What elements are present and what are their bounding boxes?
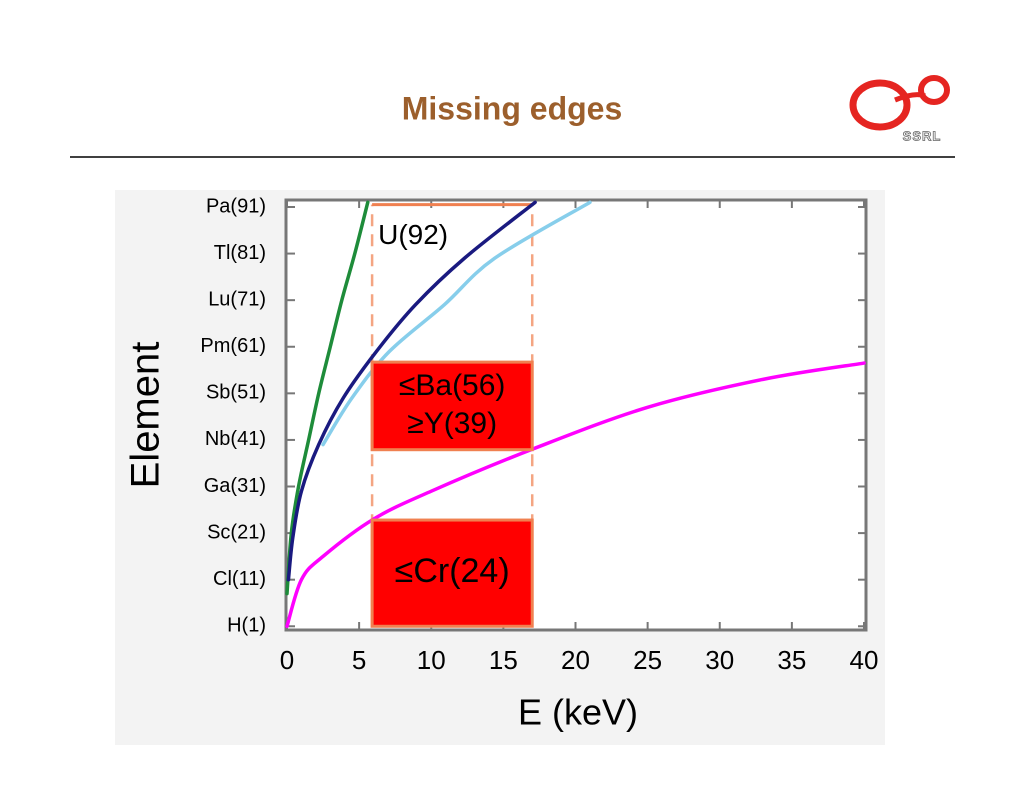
x-tick-label: 10 <box>417 645 446 675</box>
y-tick-label: Pm(61) <box>200 335 266 357</box>
x-tick-label: 25 <box>633 645 662 675</box>
x-tick-label: 30 <box>705 645 734 675</box>
y-tick-label: Tl(81) <box>214 242 266 264</box>
x-tick-label: 5 <box>352 645 366 675</box>
series-line <box>321 200 592 447</box>
slide-title: Missing edges <box>402 90 623 126</box>
x-tick-label: 0 <box>280 645 294 675</box>
y-axis-label: Element <box>124 342 168 489</box>
y-tick-label: Lu(71) <box>208 288 266 310</box>
region <box>370 518 534 628</box>
logo-text: SSRL <box>903 128 942 143</box>
logo: SSRL <box>849 75 950 144</box>
series-line <box>285 200 370 596</box>
x-tick-label: 15 <box>489 645 518 675</box>
window-label: U(92) <box>378 219 448 250</box>
region-label: ≤Cr(24) <box>395 552 510 590</box>
region <box>370 360 534 452</box>
y-tick-label: Ga(31) <box>204 475 266 497</box>
y-tick-label: Sb(51) <box>206 382 266 404</box>
logo-ring <box>918 75 950 105</box>
x-tick-label: 40 <box>850 645 879 675</box>
y-tick-label: Pa(91) <box>206 195 266 217</box>
logo-link <box>894 92 926 103</box>
y-tick-label: Nb(41) <box>205 428 266 450</box>
y-tick-label: H(1) <box>227 615 266 637</box>
region-label: ≥Y(39) <box>407 407 497 440</box>
series-line <box>286 200 537 582</box>
series-line <box>285 361 866 629</box>
x-tick-label: 35 <box>777 645 806 675</box>
x-axis-label: E (keV) <box>518 692 638 733</box>
region-label: ≤Ba(56) <box>399 369 506 402</box>
y-tick-label: Sc(21) <box>207 521 266 543</box>
logo-ring <box>849 79 911 131</box>
y-tick-label: Cl(11) <box>213 568 266 590</box>
x-tick-label: 20 <box>561 645 590 675</box>
